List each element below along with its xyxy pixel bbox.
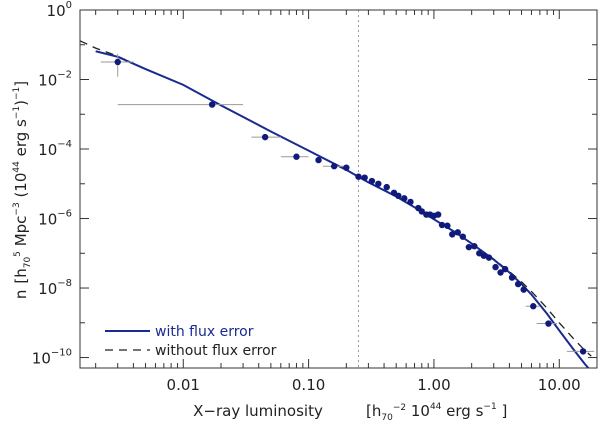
x-tick-label: 0.01 (167, 376, 200, 394)
data-point (114, 58, 121, 66)
data-point (315, 156, 322, 164)
data-point (261, 133, 269, 141)
data-point (508, 274, 516, 281)
y-tick-label: 10−10 (32, 348, 72, 368)
y-tick-labels: 100 10−2 10−4 10−6 10−8 10−10 (32, 0, 72, 368)
legend-label-without-flux-error: without flux error (155, 343, 277, 359)
axis-ticks (80, 9, 598, 368)
data-point (465, 243, 473, 251)
data-point (434, 211, 442, 218)
data-point (480, 252, 488, 259)
data-point (501, 265, 509, 273)
y-tick-label: 10−4 (38, 139, 72, 159)
data-point (407, 198, 414, 206)
data-point (438, 221, 446, 229)
x-tick-labels: 0.01 0.10 1.00 10.00 (167, 376, 581, 394)
data-point (514, 280, 522, 288)
data-point (418, 208, 425, 215)
x-tick-label: 1.00 (417, 376, 450, 394)
error-bars (100, 53, 595, 352)
data-point (459, 233, 467, 240)
data-point (395, 192, 402, 200)
curve-with-flux-error (95, 50, 590, 368)
y-tick-label: 10−6 (38, 209, 72, 229)
plot-frame (79, 9, 598, 369)
data-point (530, 303, 537, 310)
data-point (520, 286, 527, 293)
data-point (375, 180, 382, 187)
data-point (401, 195, 408, 202)
model-curves (80, 40, 592, 368)
data-point (444, 222, 451, 229)
data-point (492, 263, 499, 271)
x-tick-label: 10.00 (538, 376, 581, 394)
data-point (330, 163, 338, 170)
data-point (368, 177, 376, 185)
data-point (355, 173, 362, 180)
data-point (361, 174, 368, 181)
data-point (383, 183, 390, 191)
data-point (454, 229, 461, 236)
curve-without-flux-error (80, 40, 592, 357)
data-point (485, 254, 493, 261)
y-axis-label: n[h705 Mpc−3 (1044 erg s−1)−1] (12, 81, 33, 299)
y-tick-label: 10−8 (38, 278, 72, 298)
data-point (208, 101, 216, 108)
data-point (449, 231, 456, 238)
data-point (545, 320, 552, 327)
y-tick-label: 100 (47, 0, 72, 20)
y-tick-label: 10−2 (38, 70, 72, 90)
data-point (579, 348, 587, 355)
data-point (343, 164, 350, 171)
data-point (497, 269, 504, 276)
x-axis-unit: [h70−2 1044 erg s−1 ] (366, 402, 507, 423)
legend: with flux error without flux error (105, 324, 277, 359)
data-points (114, 58, 587, 355)
x-tick-label: 0.10 (292, 376, 325, 394)
x-axis-label: X−ray luminosity (193, 402, 323, 420)
legend-label-with-flux-error: with flux error (155, 324, 254, 340)
data-point (471, 242, 478, 250)
data-point (293, 153, 300, 160)
